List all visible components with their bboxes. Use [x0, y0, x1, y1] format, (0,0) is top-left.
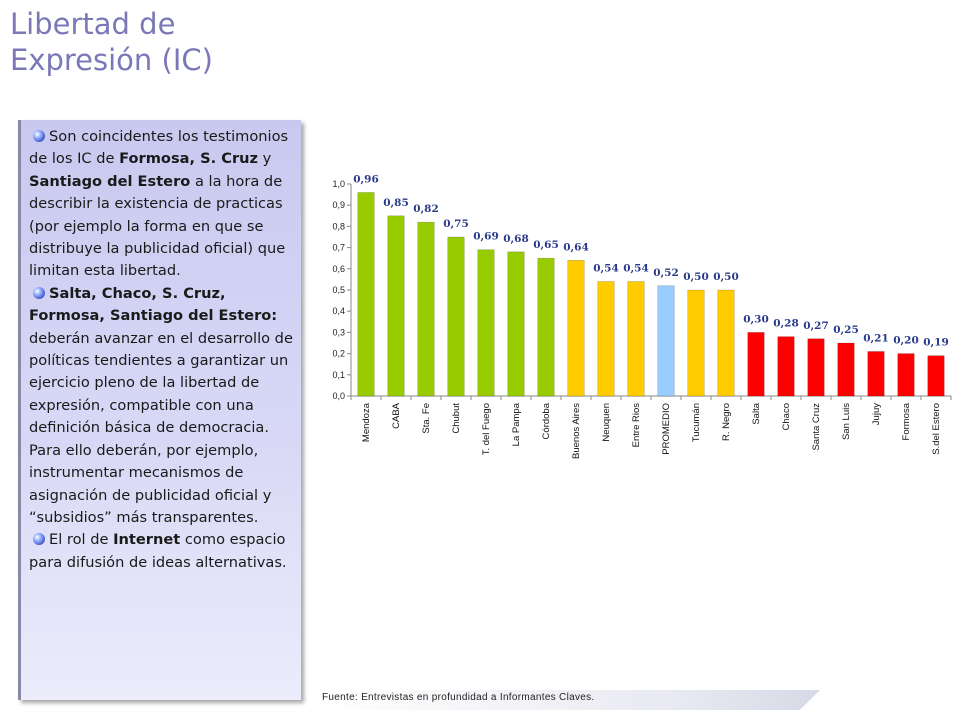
- data-label: 0,19: [923, 337, 949, 349]
- data-label: 0,75: [443, 218, 469, 230]
- x-tick-label: Sta. Fe: [421, 403, 432, 434]
- title-line-1: Libertad de: [10, 7, 176, 41]
- bullet-text: Son coincidentes los testimonios de los …: [29, 128, 289, 168]
- bullet-bold-text: Internet: [113, 531, 181, 549]
- bullet-text: a la hora de describir la existencia de …: [29, 172, 286, 280]
- x-tick-label: R. Negro: [721, 403, 732, 441]
- data-label: 0,52: [653, 267, 679, 279]
- bullet-item: El rol de Internet como espacio para dif…: [29, 529, 297, 574]
- y-tick-label: 1,0: [332, 179, 345, 189]
- bullet-bold-text: Salta, Chaco, S. Cruz, Formosa, Santiago…: [29, 284, 278, 325]
- bar: [927, 355, 945, 397]
- x-tick-label: Chubut: [451, 403, 462, 434]
- data-label: 0,50: [713, 271, 739, 283]
- bar: [387, 215, 405, 397]
- y-tick-label: 0,5: [332, 285, 345, 295]
- bullet-text: y: [258, 150, 272, 168]
- x-tick-label: Entre Rios: [631, 403, 642, 448]
- y-tick-label: 0,0: [332, 391, 345, 401]
- bar: [567, 260, 585, 397]
- bar: [507, 251, 525, 397]
- x-tick-label: Neuquen: [601, 403, 612, 442]
- bar: [837, 342, 855, 397]
- bar-chart: 0,0 0,1 0,2 0,3 0,4 0,5 0,6 0,7 0,8 0,9 1,0 0,96 Men…: [332, 173, 952, 459]
- data-label: 0,68: [503, 233, 529, 245]
- bar: [447, 236, 465, 397]
- source-note: Fuente: Entrevistas en profundidad a Inf…: [322, 692, 595, 703]
- x-tick-label: La Pampa: [511, 402, 522, 446]
- x-tick-label: Córdoba: [541, 402, 552, 439]
- x-tick-label: Buenos Aires: [571, 403, 582, 459]
- data-label: 0,27: [803, 320, 829, 332]
- bar: [747, 332, 765, 397]
- page-title: Libertad de Expresión (IC): [10, 6, 310, 78]
- footer-shade: [315, 690, 820, 710]
- bullet-icon: [33, 286, 45, 299]
- bar: [807, 338, 825, 397]
- bar: [687, 289, 705, 397]
- x-tick-label: T. del Fuego: [481, 403, 492, 455]
- x-tick-label: Formosa: [901, 402, 912, 440]
- bar: [657, 285, 675, 397]
- data-label: 0,96: [353, 173, 379, 185]
- bar: [477, 249, 495, 397]
- bullet-icon: [33, 533, 45, 546]
- data-label: 0,30: [743, 313, 769, 325]
- x-tick-label: Chaco: [781, 403, 792, 430]
- y-tick-label: 0,2: [332, 349, 345, 359]
- x-tick-label: Mendoza: [361, 402, 372, 442]
- data-label: 0,82: [413, 203, 439, 215]
- text-panel: Son coincidentes los testimonios de los …: [18, 120, 301, 700]
- data-label: 0,54: [593, 263, 619, 275]
- bar: [357, 192, 375, 397]
- data-label: 0,50: [683, 271, 709, 283]
- bullet-icon: [33, 130, 45, 142]
- y-tick-label: 0,4: [332, 306, 345, 316]
- data-label: 0,85: [383, 197, 409, 209]
- title-line-2: Expresión (IC): [10, 43, 213, 77]
- data-label: 0,20: [893, 335, 919, 347]
- data-label: 0,21: [863, 332, 889, 344]
- bar: [867, 351, 885, 397]
- data-label: 0,69: [473, 231, 499, 243]
- data-label: 0,64: [563, 241, 589, 253]
- bar: [417, 221, 435, 397]
- bar: [597, 281, 615, 397]
- bullet-bold-text: Formosa, S. Cruz: [119, 150, 259, 168]
- bullet-list: Son coincidentes los testimonios de los …: [29, 126, 297, 574]
- y-tick-label: 0,6: [332, 264, 345, 274]
- bar: [897, 353, 915, 397]
- bullet-text: como espacio para difusión de ideas alte…: [29, 531, 287, 571]
- x-tick-label: PROMEDIO: [661, 403, 672, 455]
- data-label: 0,25: [833, 324, 859, 336]
- y-tick-label: 0,8: [332, 221, 345, 231]
- bullet-text: El rol de: [49, 531, 114, 549]
- x-tick-label: Salta: [751, 402, 762, 424]
- x-tick-label: CABA: [391, 402, 402, 429]
- x-tick-label: S.del Estero: [931, 403, 942, 455]
- x-tick-label: Tucumán: [691, 403, 702, 442]
- y-tick-label: 0,9: [332, 200, 345, 210]
- data-label: 0,54: [623, 263, 649, 275]
- data-label: 0,65: [533, 239, 559, 251]
- bar: [537, 257, 555, 397]
- y-tick-label: 0,1: [332, 370, 345, 380]
- y-tick-label: 0,7: [332, 243, 345, 253]
- bullet-bold-text: Santiago del Estero: [29, 172, 191, 190]
- x-tick-label: San Luis: [841, 403, 852, 440]
- data-label: 0,28: [773, 318, 799, 330]
- bullet-item: Salta, Chaco, S. Cruz, Formosa, Santiago…: [29, 283, 297, 529]
- bullet-item: Son coincidentes los testimonios de los …: [29, 126, 297, 283]
- bar: [717, 289, 735, 397]
- bar: [627, 281, 645, 397]
- y-tick-label: 0,3: [332, 327, 345, 337]
- bullet-text: deberán avanzar en el desarrollo de polí…: [29, 329, 293, 526]
- x-tick-label: Jujuy: [871, 403, 882, 425]
- bar: [777, 336, 795, 397]
- x-tick-label: Santa Cruz: [811, 403, 822, 451]
